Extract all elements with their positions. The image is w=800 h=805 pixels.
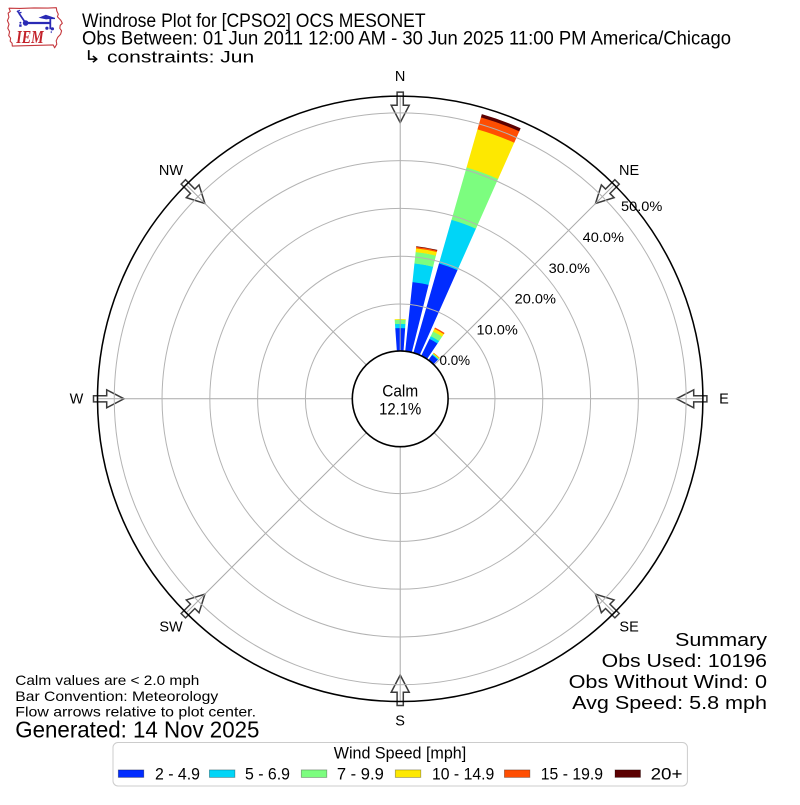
svg-text:Avg Speed: 5.8 mph: Avg Speed: 5.8 mph bbox=[572, 692, 767, 713]
svg-text:↳ constraints: Jun: ↳ constraints: Jun bbox=[84, 47, 255, 66]
svg-text:SE: SE bbox=[619, 620, 639, 636]
svg-text:Wind Speed [mph]: Wind Speed [mph] bbox=[334, 745, 467, 763]
svg-text:20.0%: 20.0% bbox=[515, 291, 556, 307]
svg-text:2 - 4.9: 2 - 4.9 bbox=[155, 766, 200, 784]
svg-text:S: S bbox=[395, 714, 405, 730]
svg-text:W: W bbox=[70, 392, 84, 408]
svg-text:Calm values are < 2.0 mph: Calm values are < 2.0 mph bbox=[15, 672, 199, 688]
svg-text:40.0%: 40.0% bbox=[583, 229, 624, 245]
svg-text:12.1%: 12.1% bbox=[379, 399, 421, 418]
svg-text:SW: SW bbox=[159, 620, 183, 636]
svg-text:NE: NE bbox=[619, 163, 639, 179]
svg-text:Bar Convention: Meteorology: Bar Convention: Meteorology bbox=[15, 688, 218, 704]
svg-text:Windrose Plot for [CPSO2] OCS: Windrose Plot for [CPSO2] OCS MESONET bbox=[82, 11, 426, 32]
svg-text:7 - 9.9: 7 - 9.9 bbox=[337, 766, 384, 784]
svg-text:E: E bbox=[719, 392, 729, 408]
svg-text:0.0%: 0.0% bbox=[440, 352, 471, 368]
svg-text:50.0%: 50.0% bbox=[621, 198, 662, 214]
svg-text:5 - 6.9: 5 - 6.9 bbox=[245, 766, 290, 784]
svg-text:Obs Without Wind: 0: Obs Without Wind: 0 bbox=[569, 671, 767, 692]
svg-text:20+: 20+ bbox=[651, 766, 683, 784]
svg-text:Summary: Summary bbox=[675, 629, 768, 650]
svg-text:Obs Used: 10196: Obs Used: 10196 bbox=[602, 650, 767, 671]
svg-text:Generated: 14 Nov 2025: Generated: 14 Nov 2025 bbox=[15, 716, 259, 742]
svg-text:N: N bbox=[395, 69, 405, 85]
svg-text:Calm: Calm bbox=[382, 381, 418, 400]
svg-text:IEM: IEM bbox=[15, 27, 44, 47]
svg-text:30.0%: 30.0% bbox=[549, 260, 590, 276]
svg-text:10.0%: 10.0% bbox=[477, 322, 518, 338]
svg-text:10 - 14.9: 10 - 14.9 bbox=[432, 766, 494, 784]
svg-text:Flow arrows relative to plot c: Flow arrows relative to plot center. bbox=[15, 703, 256, 719]
svg-text:NW: NW bbox=[159, 163, 183, 179]
svg-text:Obs Between: 01 Jun 2011 12:00: Obs Between: 01 Jun 2011 12:00 AM - 30 J… bbox=[82, 29, 731, 50]
svg-text:15 - 19.9: 15 - 19.9 bbox=[541, 766, 603, 784]
